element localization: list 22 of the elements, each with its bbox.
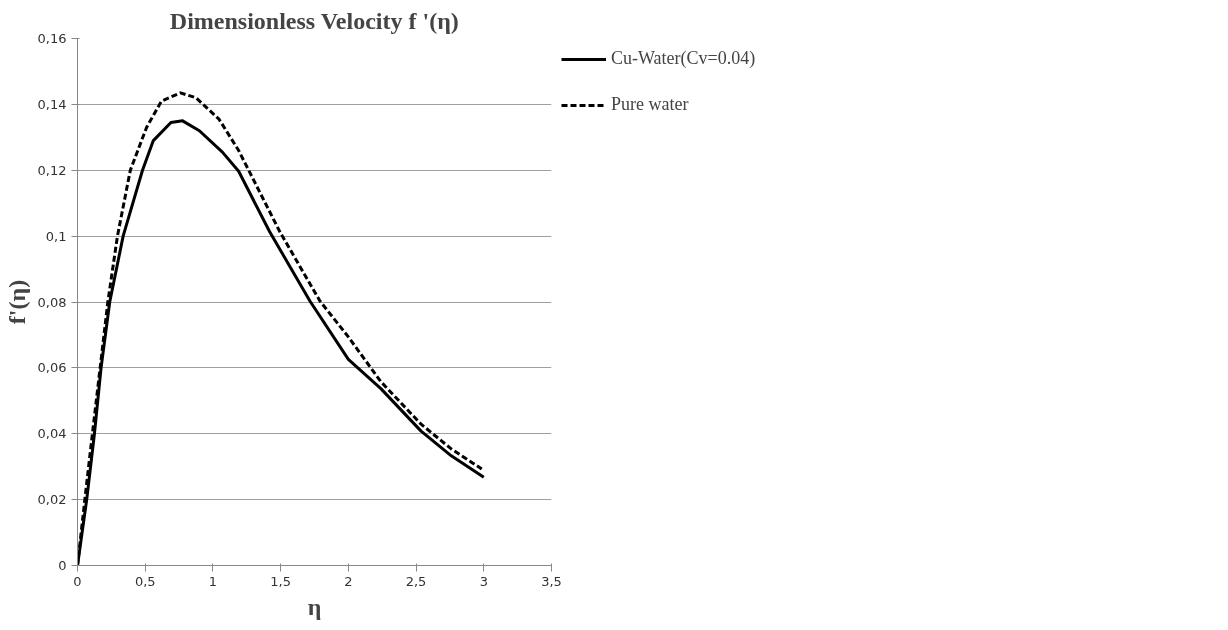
- x-tick-label: 0,5: [134, 573, 156, 589]
- x-tick-label: 0: [73, 573, 82, 589]
- y-tick-label: 0,1: [45, 228, 67, 244]
- y-tick-label: 0: [58, 558, 67, 573]
- y-tick-label: 0,12: [37, 162, 67, 178]
- y-tick-label: 0,02: [37, 492, 67, 508]
- y-tick-label: 0,06: [37, 360, 67, 376]
- y-tick-label: 0,08: [37, 294, 67, 310]
- y-tick-label: 0,04: [37, 426, 67, 442]
- x-tick-label: 1,5: [270, 573, 291, 589]
- x-tick-label: 3,5: [541, 573, 562, 589]
- x-axis-title: η: [307, 593, 322, 620]
- legend-label: Cu-Water(Cv=0.04): [611, 48, 756, 69]
- y-tick-label: 0,16: [37, 31, 67, 46]
- x-tick-label: 3: [479, 573, 488, 589]
- legend-label: Pure water: [611, 94, 689, 115]
- y-axis-title: f'(η): [3, 279, 30, 325]
- y-tick-label: 0,14: [37, 96, 67, 112]
- x-tick-label: 1: [208, 573, 218, 589]
- x-tick-label: 2: [344, 573, 353, 589]
- chart-title: Dimensionless Velocity f '(η): [169, 7, 459, 34]
- x-tick-label: 2,5: [405, 573, 427, 589]
